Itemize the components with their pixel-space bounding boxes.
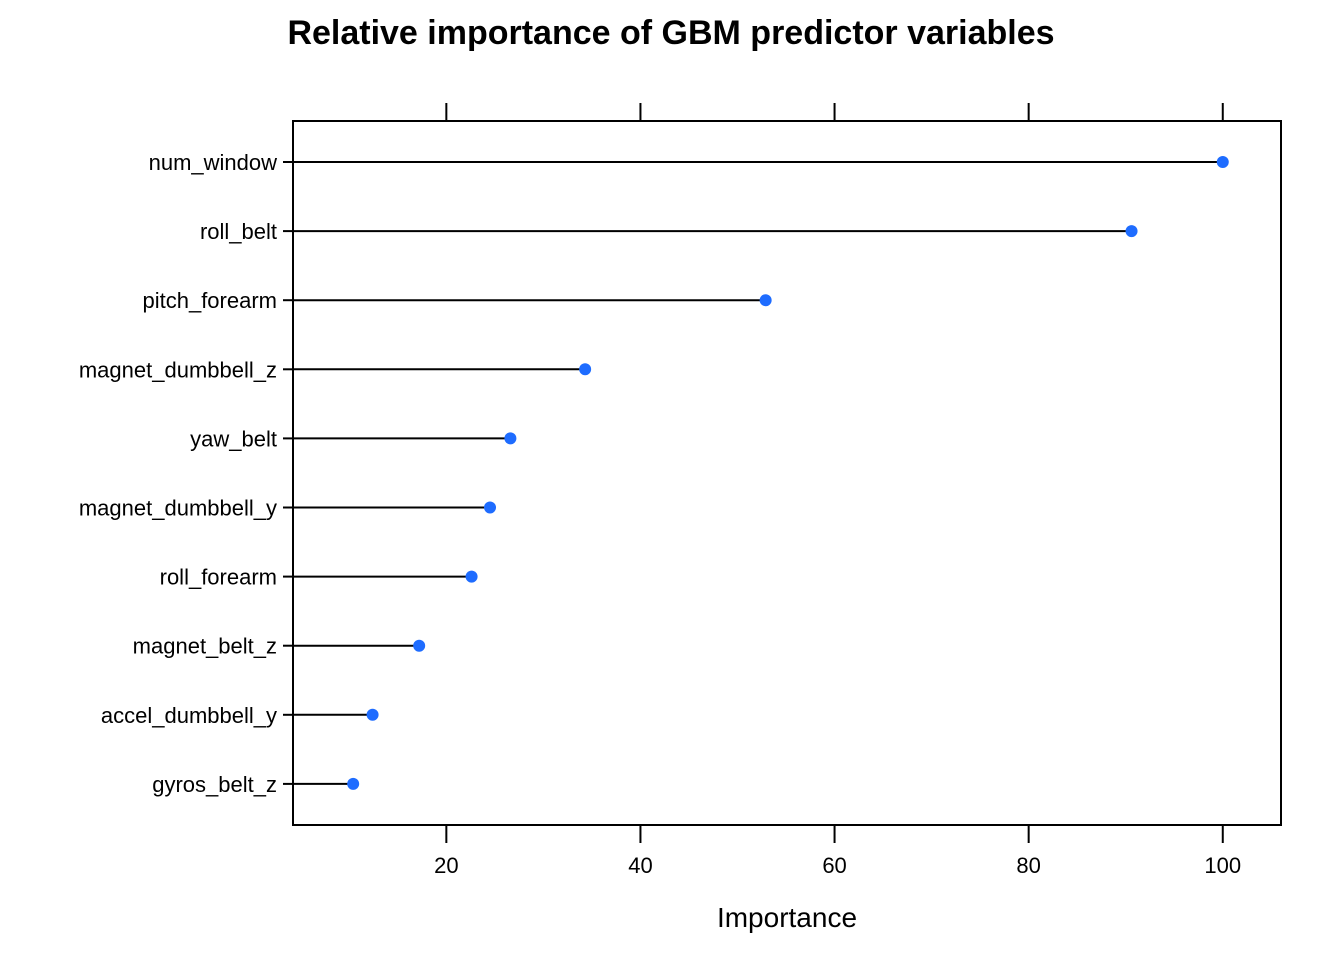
- data-point-yaw_belt: [504, 432, 517, 445]
- y-tick-label: roll_forearm: [160, 565, 277, 590]
- x-tick-label: 60: [822, 853, 846, 878]
- y-tick-label: gyros_belt_z: [152, 772, 277, 797]
- plot-frame: [292, 120, 1282, 826]
- x-tick-label: 20: [434, 853, 458, 878]
- data-point-gyros_belt_z: [347, 777, 360, 790]
- y-tick-label: pitch_forearm: [142, 288, 277, 313]
- y-tick-label: yaw_belt: [190, 426, 277, 451]
- x-axis: 20 40 60 80 100: [434, 103, 1241, 878]
- x-tick-label: 100: [1204, 853, 1241, 878]
- data-point-roll_belt: [1125, 225, 1138, 238]
- data-point-roll_forearm: [465, 570, 478, 583]
- y-tick-label: accel_dumbbell_y: [101, 703, 277, 728]
- data-point-num_window: [1216, 156, 1229, 168]
- chart-title: Relative importance of GBM predictor var…: [287, 14, 1054, 52]
- y-tick-label: num_window: [149, 150, 278, 175]
- data-point-magnet_dumbbell_z: [579, 363, 592, 376]
- x-tick-label: 80: [1016, 853, 1040, 878]
- y-tick-label: magnet_belt_z: [133, 634, 277, 659]
- data-point-pitch_forearm: [759, 294, 772, 307]
- x-axis-title: Importance: [717, 902, 857, 933]
- x-tick-label: 40: [628, 853, 652, 878]
- marks-layer: [293, 156, 1229, 790]
- y-tick-label: roll_belt: [200, 219, 277, 244]
- data-point-magnet_dumbbell_y: [484, 501, 497, 514]
- data-point-magnet_belt_z: [413, 639, 426, 652]
- y-axis-labels: num_window roll_belt pitch_forearm magnet_d…: [79, 150, 293, 797]
- y-tick-label: magnet_dumbbell_z: [79, 357, 277, 382]
- data-point-accel_dumbbell_y: [366, 708, 379, 721]
- y-tick-label: magnet_dumbbell_y: [79, 496, 277, 521]
